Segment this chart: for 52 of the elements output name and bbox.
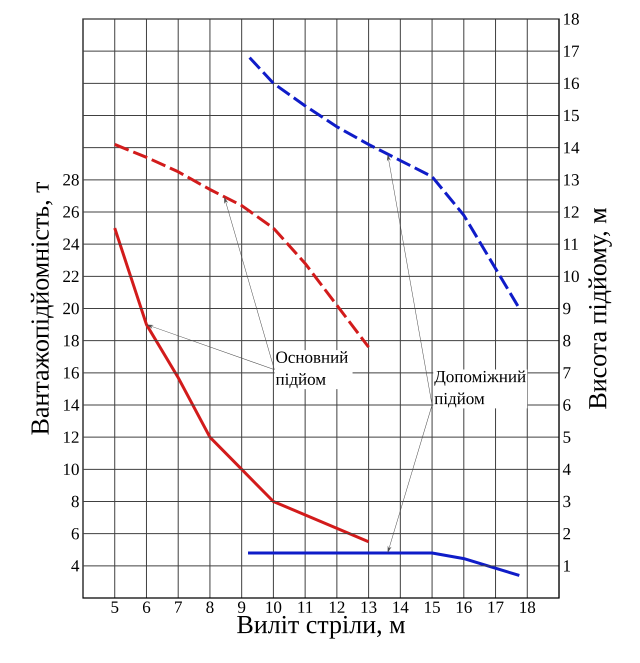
y2-tick-label: 5 xyxy=(564,432,570,443)
y2-tick-label: 1 xyxy=(564,560,570,572)
y2-tick-label: 6 xyxy=(563,399,571,411)
y2-tick-label: 10 xyxy=(564,270,579,282)
y2-tick-label: 4 xyxy=(562,464,571,475)
y-tick-label: 10 xyxy=(64,464,79,476)
x-tick-label: 16 xyxy=(456,602,472,613)
y-axis-title: Вантажопідйомність, т xyxy=(30,182,54,435)
x-tick-label: 10 xyxy=(266,602,282,614)
annotation: Допоміжний підйом xyxy=(434,370,526,408)
y-tick-label: 24 xyxy=(63,238,80,250)
x-tick-label: 6 xyxy=(142,602,150,613)
y-tick-label: 4 xyxy=(71,560,80,572)
y-tick-label: 18 xyxy=(64,334,79,346)
x-axis-title: Виліт стріли, м xyxy=(237,616,405,639)
y2-tick-label: 14 xyxy=(564,142,580,154)
y2-tick-label: 7 xyxy=(564,367,571,378)
y2-tick-label: 16 xyxy=(564,78,580,90)
x-tick-label: 12 xyxy=(330,602,344,613)
y-tick-label: 22 xyxy=(63,270,79,282)
y2-axis-title: Висота підйому, м xyxy=(588,208,612,409)
y2-tick-label: 13 xyxy=(564,174,579,186)
y-tick-label: 16 xyxy=(64,367,79,379)
annotation: Основний підйом xyxy=(276,351,348,388)
y2-tick-label: 8 xyxy=(563,334,570,346)
y2-tick-label: 9 xyxy=(563,302,570,314)
x-tick-label: 8 xyxy=(206,602,214,614)
x-tick-label: 13 xyxy=(362,602,376,613)
x-tick-label: 17 xyxy=(488,602,504,613)
y-tick-label: 20 xyxy=(63,302,79,314)
y2-tick-label: 18 xyxy=(564,13,579,25)
y2-tick-label: 12 xyxy=(564,206,579,218)
y-tick-label: 12 xyxy=(64,432,79,443)
y2-tick-label: 3 xyxy=(563,496,570,508)
y-tick-label: 28 xyxy=(63,174,79,186)
line-series xyxy=(113,142,370,349)
x-tick-label: 7 xyxy=(175,602,182,613)
x-tick-label: 11 xyxy=(298,602,312,613)
y-tick-label: 26 xyxy=(63,206,79,218)
y2-tick-label: 11 xyxy=(564,238,578,250)
x-tick-label: 18 xyxy=(520,602,536,614)
y-tick-label: 6 xyxy=(72,528,79,540)
y2-tick-label: 15 xyxy=(564,110,579,122)
x-tick-label: 5 xyxy=(111,602,118,613)
y2-tick-label: 17 xyxy=(564,46,580,57)
x-tick-label: 9 xyxy=(238,602,246,613)
x-tick-label: 14 xyxy=(393,602,409,613)
y2-tick-label: 2 xyxy=(563,528,570,540)
y-tick-label: 8 xyxy=(72,496,79,508)
x-tick-label: 15 xyxy=(425,602,440,613)
y-tick-label: 14 xyxy=(64,399,80,411)
line-series xyxy=(113,226,370,544)
